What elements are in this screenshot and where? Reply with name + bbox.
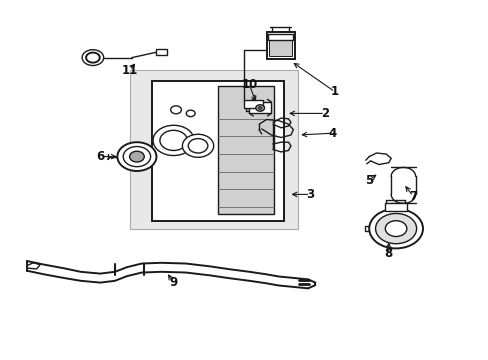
Circle shape [385,221,406,237]
Circle shape [129,151,144,162]
Circle shape [86,53,100,63]
Text: 3: 3 [306,188,314,201]
Circle shape [182,134,213,157]
Bar [156,49,167,55]
Bar [266,32,294,59]
Circle shape [160,130,187,150]
Circle shape [186,110,195,117]
Circle shape [258,107,262,109]
Circle shape [123,147,150,167]
Text: 11: 11 [121,64,138,77]
Text: 4: 4 [328,127,336,140]
Circle shape [153,125,194,156]
Bar [249,102,271,113]
Bar [217,86,273,214]
Text: 2: 2 [321,107,328,120]
Text: 6: 6 [96,150,104,163]
Circle shape [117,142,156,171]
Circle shape [255,105,264,111]
Circle shape [375,213,416,244]
Circle shape [188,139,207,153]
Bar [268,36,292,56]
Text: 9: 9 [169,276,177,289]
Text: 10: 10 [241,78,257,91]
Text: 8: 8 [384,247,392,260]
Circle shape [368,209,422,248]
Circle shape [170,106,181,114]
Text: 7: 7 [408,190,416,203]
Bar [385,203,406,211]
Bar [244,100,263,108]
Bar [365,226,369,231]
Text: 5: 5 [365,174,372,186]
Bar [129,70,298,229]
Bar [267,34,293,40]
Bar [151,81,283,221]
Text: 1: 1 [330,85,338,98]
